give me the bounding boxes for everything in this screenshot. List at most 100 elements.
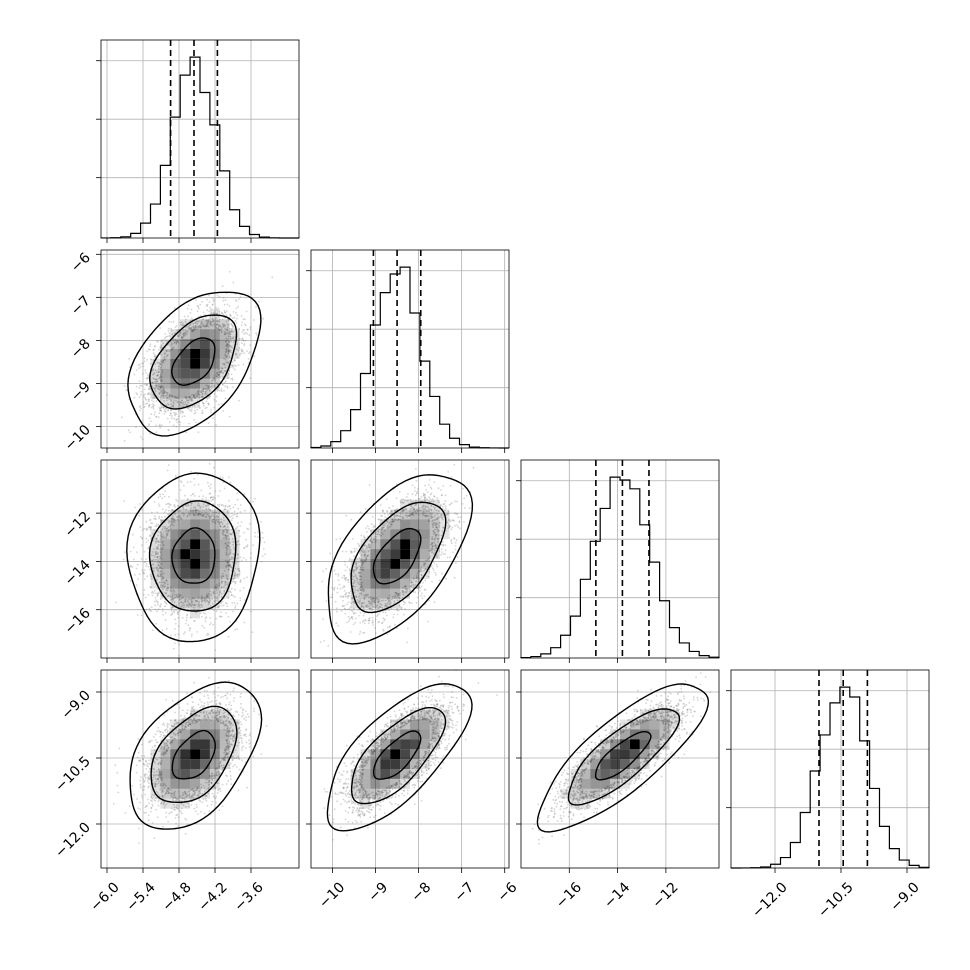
scatter-point <box>148 387 151 390</box>
scatter-point <box>322 570 324 573</box>
panel-2-1 <box>306 459 510 663</box>
y-tick-label: −8 <box>68 336 94 362</box>
scatter-point <box>158 362 161 364</box>
scatter-point <box>171 405 174 407</box>
scatter-point <box>193 681 196 684</box>
scatter-point <box>335 538 338 541</box>
scatter-point <box>153 837 156 839</box>
scatter-point <box>188 324 191 326</box>
scatter-point <box>200 391 203 394</box>
scatter-point <box>161 371 164 374</box>
scatter-point <box>185 333 188 336</box>
scatter-point <box>226 361 229 364</box>
scatter-point <box>246 786 249 789</box>
scatter-point <box>139 365 142 368</box>
scatter-point <box>218 809 221 812</box>
scatter-point <box>233 359 236 361</box>
scatter-point <box>243 493 246 496</box>
x-tick-label: −10.5 <box>815 879 857 921</box>
scatter-point <box>176 418 179 420</box>
scatter-point <box>224 327 226 330</box>
scatter-point <box>214 325 217 328</box>
scatter-point <box>173 307 176 309</box>
scatter-point <box>168 350 171 352</box>
scatter-point <box>149 433 151 435</box>
scatter-point <box>170 406 173 408</box>
scatter-point <box>153 345 156 348</box>
scatter-point <box>159 387 162 389</box>
scatter-point <box>264 553 267 556</box>
scatter-point <box>230 364 233 367</box>
scatter-point <box>152 406 155 408</box>
scatter-point <box>181 336 184 339</box>
scatter-point <box>213 466 215 469</box>
scatter-point <box>146 359 148 361</box>
scatter-point <box>178 335 180 337</box>
scatter-point <box>129 431 131 434</box>
scatter-point <box>193 394 196 397</box>
scatter-point <box>178 334 181 336</box>
scatter-point <box>222 410 225 412</box>
scatter-point <box>211 382 214 385</box>
scatter-point <box>184 833 187 835</box>
scatter-point <box>188 396 191 399</box>
scatter-point <box>455 562 457 564</box>
scatter-point <box>116 771 119 774</box>
scatter-point <box>146 377 149 380</box>
scatter-point <box>148 423 150 425</box>
scatter-point <box>164 359 167 361</box>
scatter-point <box>339 537 341 540</box>
scatter-point <box>216 319 218 322</box>
scatter-point <box>161 369 164 371</box>
scatter-points <box>105 270 274 442</box>
scatter-point <box>208 390 211 392</box>
scatter-point <box>160 407 163 409</box>
scatter-point <box>243 333 245 335</box>
scatter-point <box>184 334 187 337</box>
scatter-point <box>115 601 117 604</box>
panel-3-3: −12.0 −10.5 −9.0 <box>726 669 930 921</box>
scatter-point <box>265 725 268 727</box>
scatter-point <box>207 325 210 328</box>
scatter-point <box>225 351 228 353</box>
scatter-point <box>136 614 139 616</box>
scatter-point <box>238 338 241 340</box>
scatter-point <box>227 318 230 321</box>
scatter-point <box>252 501 255 503</box>
scatter-point <box>134 506 137 509</box>
scatter-point <box>147 392 150 394</box>
scatter-point <box>141 373 144 375</box>
scatter-point <box>169 414 171 417</box>
scatter-point <box>137 738 140 740</box>
panel-background <box>731 670 929 868</box>
histogram-step <box>520 476 720 659</box>
scatter-point <box>234 628 237 631</box>
scatter-point <box>170 329 173 332</box>
scatter-point <box>226 323 229 326</box>
scatter-point <box>176 339 179 341</box>
scatter-point <box>221 368 224 370</box>
scatter-point <box>190 326 193 329</box>
scatter-point <box>249 610 252 613</box>
scatter-point <box>433 601 436 604</box>
scatter-point <box>160 386 162 389</box>
scatter-point <box>345 514 347 517</box>
scatter-point <box>138 842 140 845</box>
scatter-point <box>406 641 408 644</box>
scatter-point <box>364 508 367 510</box>
scatter-point <box>157 371 160 373</box>
scatter-point <box>215 375 218 378</box>
scatter-point <box>218 318 221 321</box>
scatter-point <box>168 335 171 338</box>
scatter-point <box>180 401 182 404</box>
scatter-point <box>212 417 214 420</box>
scatter-point <box>193 326 195 329</box>
scatter-point <box>171 342 173 345</box>
scatter-point <box>262 548 265 550</box>
scatter-point <box>185 431 188 434</box>
scatter-point <box>195 392 198 395</box>
scatter-point <box>155 385 158 388</box>
scatter-point <box>237 789 240 792</box>
scatter-point <box>199 394 201 396</box>
scatter-point <box>197 405 200 407</box>
